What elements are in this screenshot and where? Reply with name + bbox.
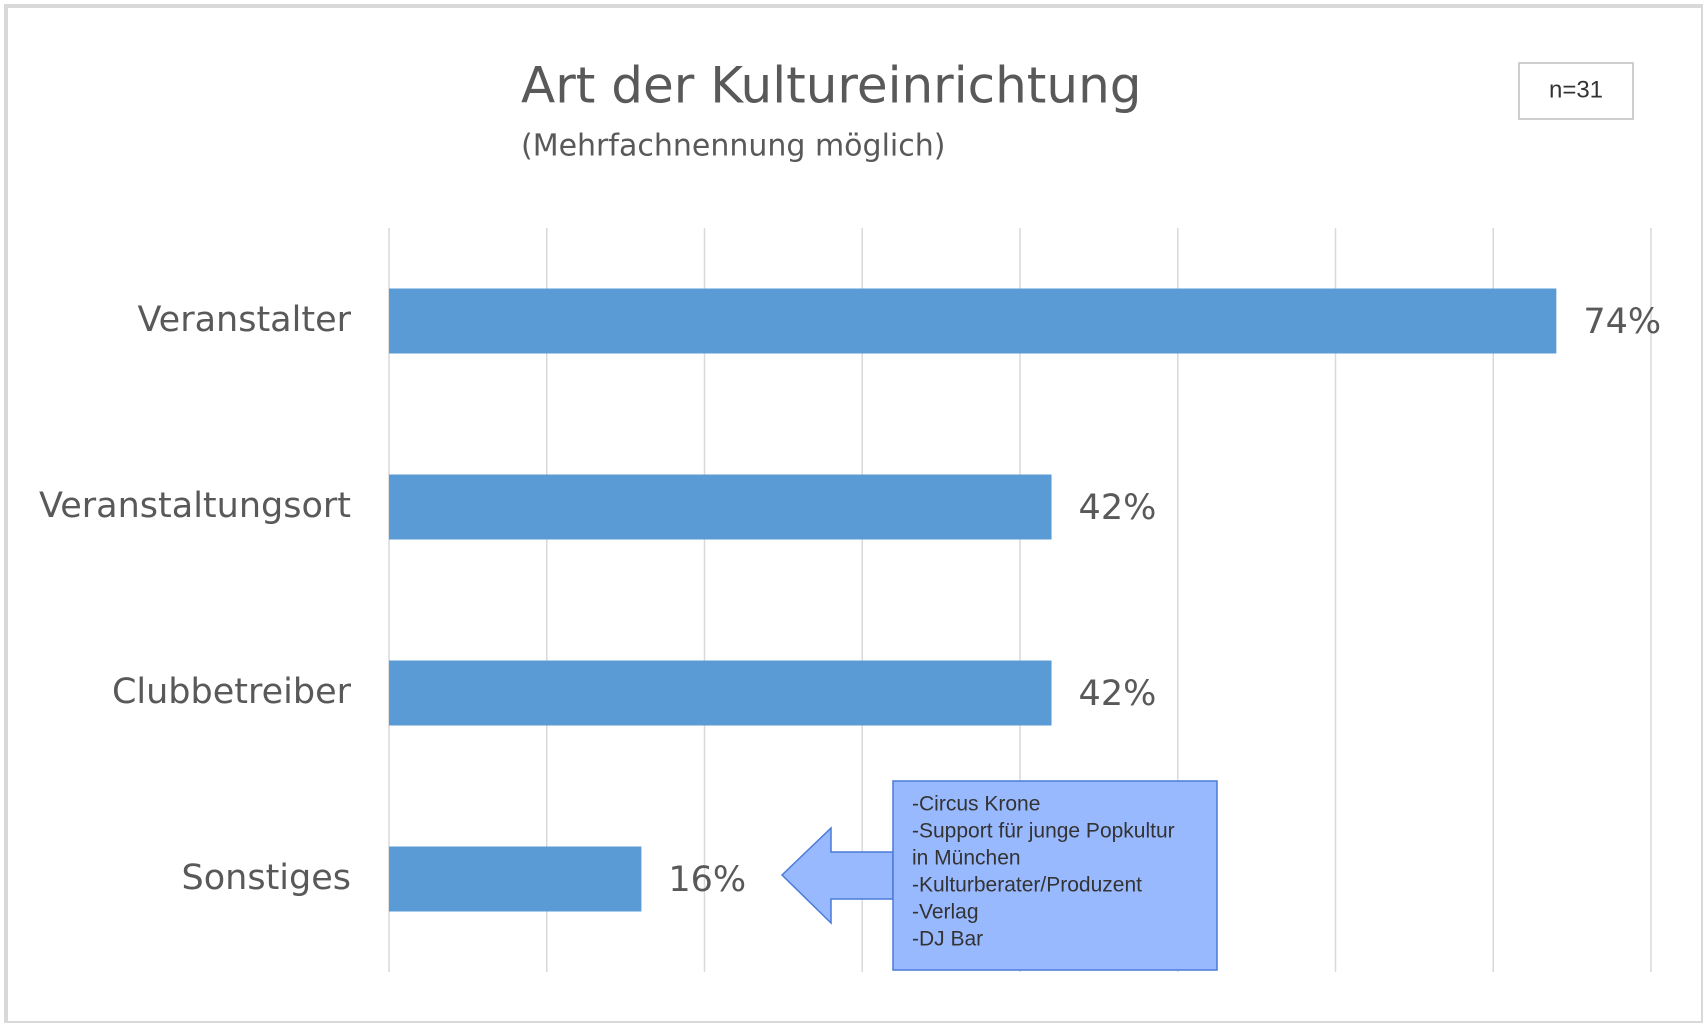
value-label: 74% bbox=[1583, 302, 1661, 342]
annotation-line: in München bbox=[912, 847, 1021, 870]
chart-subtitle: (Mehrfachnennung möglich) bbox=[521, 129, 945, 164]
annotation: -Circus Krone -Support für junge Popkultu… bbox=[912, 793, 1175, 951]
annotation-line: -Kulturberater/Produzent bbox=[912, 874, 1142, 897]
category-label: Veranstaltungsort bbox=[39, 486, 351, 526]
note-box bbox=[1518, 62, 1634, 120]
bar bbox=[389, 660, 1052, 726]
annotation-line: -Support für junge Popkultur bbox=[912, 820, 1175, 843]
value-label: 42% bbox=[1079, 488, 1157, 528]
annotation-line: -Circus Krone bbox=[912, 793, 1040, 816]
plot-area: Veranstalter 74% Veranstaltungsort 42% Clubb… bbox=[39, 228, 1661, 972]
chart-title: Art der Kultureinrichtung bbox=[521, 57, 1142, 115]
annotation-line: -Verlag bbox=[912, 901, 979, 924]
category-label: Sonstiges bbox=[182, 858, 351, 898]
annotation-line: -DJ Bar bbox=[912, 928, 983, 951]
annotation-box bbox=[892, 780, 1218, 971]
bar bbox=[389, 288, 1557, 354]
value-label: 42% bbox=[1079, 674, 1157, 714]
category-label: Veranstalter bbox=[137, 300, 351, 340]
note: n=31 bbox=[1549, 76, 1603, 103]
bar bbox=[389, 846, 642, 912]
bar bbox=[389, 474, 1052, 540]
category-label: Clubbetreiber bbox=[112, 672, 352, 712]
value-label: 16% bbox=[668, 860, 746, 900]
